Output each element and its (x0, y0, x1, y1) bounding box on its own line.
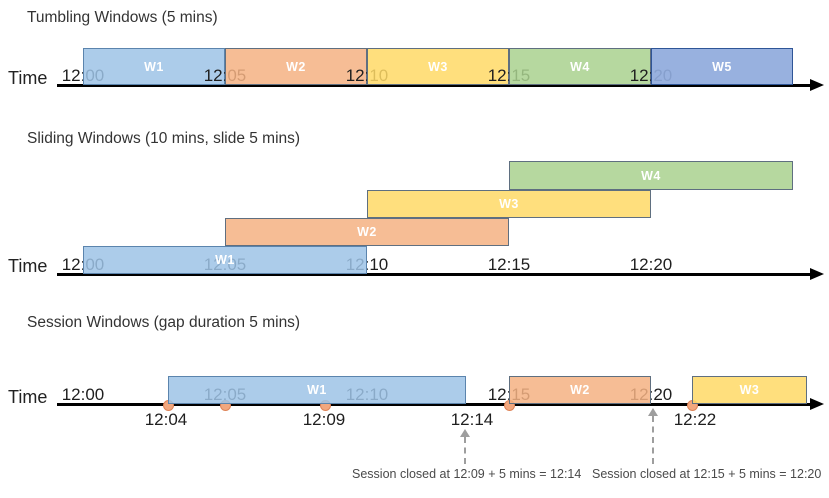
event-time-label: 12:22 (673, 410, 717, 429)
window-w5: W5 (651, 48, 793, 85)
window-w3: W3 (367, 190, 651, 218)
window-w3: W3 (692, 376, 807, 404)
session-close-annotation: Session closed at 12:15 + 5 mins = 12:20 (592, 467, 822, 481)
timeline-arrowhead-icon (810, 398, 824, 410)
window-label: W3 (499, 197, 519, 211)
timeline-line (57, 273, 812, 276)
window-w4: W4 (509, 48, 651, 85)
event-time-label: 12:09 (302, 410, 346, 429)
session-section-title: Session Windows (gap duration 5 mins) (27, 314, 301, 331)
window-w1: W1 (83, 246, 367, 274)
time-axis-label: Time (8, 256, 48, 276)
event-time-label: 12:04 (144, 410, 188, 429)
window-w1: W1 (168, 376, 466, 404)
window-w3: W3 (367, 48, 509, 85)
time-tick-label: 12:00 (61, 385, 105, 404)
window-label: W4 (570, 59, 590, 74)
window-label: W2 (286, 59, 306, 74)
time-axis-label: Time (8, 387, 48, 407)
sliding-section-title: Sliding Windows (10 mins, slide 5 mins) (27, 130, 301, 147)
window-w1: W1 (83, 48, 225, 85)
time-tick-label: 12:15 (487, 255, 531, 274)
window-label: W3 (428, 59, 448, 74)
window-label: W4 (641, 168, 661, 183)
session-close-arrow-icon (464, 437, 466, 464)
session-close-arrowhead-icon (460, 429, 470, 437)
session-close-arrowhead-icon (648, 408, 658, 416)
time-axis-label: Time (8, 68, 48, 88)
window-label: W1 (215, 253, 235, 267)
window-label: W3 (739, 383, 760, 397)
tumbling-section-title: Tumbling Windows (5 mins) (27, 9, 218, 26)
window-w4: W4 (509, 161, 793, 190)
timeline-line (57, 84, 812, 87)
window-w2: W2 (509, 376, 651, 404)
session-close-annotation: Session closed at 12:09 + 5 mins = 12:14 (352, 467, 582, 481)
window-label: W5 (712, 59, 732, 74)
window-label: W2 (357, 225, 377, 239)
window-label: W1 (144, 59, 164, 74)
window-label: W1 (307, 383, 327, 397)
window-w2: W2 (225, 218, 509, 246)
timeline-arrowhead-icon (810, 79, 824, 91)
session-close-arrow-icon (652, 416, 654, 464)
window-label: W2 (570, 383, 590, 397)
time-tick-label: 12:20 (629, 255, 673, 274)
timeline-line (57, 403, 812, 406)
timeline-arrowhead-icon (810, 268, 824, 280)
window-w2: W2 (225, 48, 367, 85)
event-time-label: 12:14 (450, 410, 494, 429)
